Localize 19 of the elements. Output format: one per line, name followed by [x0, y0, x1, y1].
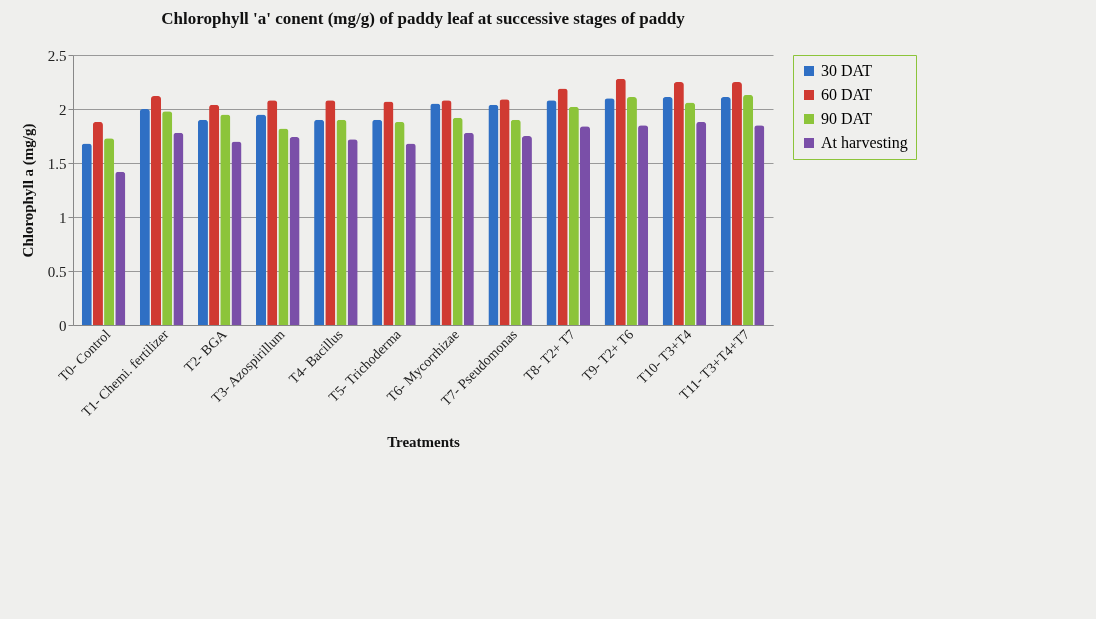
y-tick-label: 1.5	[47, 155, 67, 172]
legend-label: At harvesting	[821, 134, 908, 152]
bar	[255, 114, 267, 325]
legend-label: 90 DAT	[821, 110, 873, 127]
y-tick-label: 0	[59, 317, 67, 334]
chart-title: Chlorophyll 'a' conent (mg/g) of paddy leaf at successive stages of paddy	[161, 9, 686, 28]
bar	[579, 126, 591, 325]
y-tick-label: 0.5	[47, 263, 67, 280]
y-tick-label: 1	[59, 209, 67, 226]
y-tick-label: 2	[59, 101, 67, 118]
legend-label: 60 DAT	[821, 86, 873, 103]
legend-label: 30 DAT	[821, 62, 873, 79]
bar	[684, 102, 696, 325]
y-axis-title: Chlorophyll a (mg/g)	[19, 123, 37, 258]
x-tick-label: T9- T2+ T6	[579, 326, 637, 384]
bar	[150, 96, 162, 325]
y-tick-label: 2.5	[47, 47, 67, 64]
x-tick-label: T8- T2+ T7	[521, 326, 579, 384]
x-axis-title: Treatments	[387, 433, 461, 450]
